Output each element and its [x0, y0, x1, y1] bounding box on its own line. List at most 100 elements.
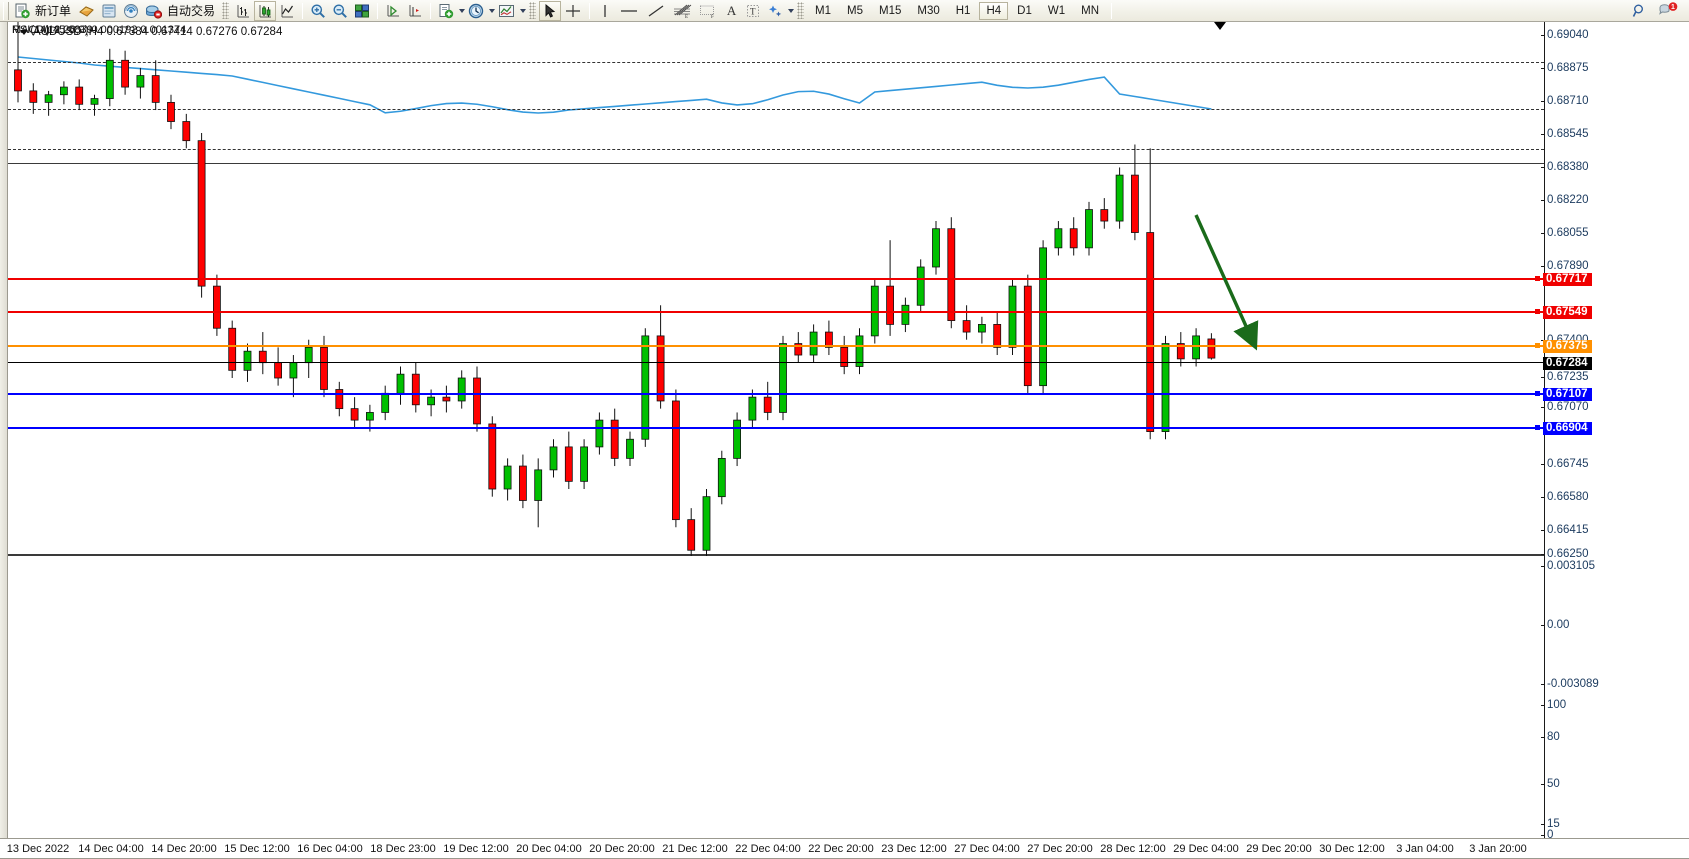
shapes-caret-icon[interactable]: [788, 8, 795, 13]
autotrade-label[interactable]: 自动交易: [167, 4, 216, 18]
add-indicator-caret-icon[interactable]: [459, 8, 466, 13]
rsi-tick: 50: [1541, 778, 1560, 790]
shapes-button[interactable]: [764, 1, 786, 21]
toolbar-section-grip-drawing[interactable]: [529, 2, 537, 19]
search-button[interactable]: [1629, 1, 1651, 21]
time-tick: 20 Dec 04:00: [516, 843, 582, 855]
fibonacci-button[interactable]: E: [669, 1, 695, 21]
pivot-level-label[interactable]: 0.67375: [1543, 340, 1592, 353]
price-scale[interactable]: 0.69040 0.68875 0.68710 0.68545 0.68380 …: [1540, 22, 1689, 841]
chart-symbol-ohlc: AUDUSD-,H4 0.67384 0.67414 0.67276 0.672…: [33, 26, 283, 38]
price-tick: 0.66580: [1541, 491, 1589, 503]
new-order-label[interactable]: 新订单: [35, 4, 72, 18]
zoom-in-button[interactable]: [307, 1, 329, 21]
add-indicator-button[interactable]: [435, 1, 457, 21]
fibonacci-icon: E: [674, 4, 692, 19]
auto-scroll-button[interactable]: [382, 1, 404, 21]
text-label-button[interactable]: A: [721, 1, 742, 21]
timeframe-h4[interactable]: H4: [979, 1, 1009, 20]
rsi-header: RSI(14) 45.0839: [12, 24, 93, 36]
line-chart-button[interactable]: [276, 1, 298, 21]
price-tick: 0.66415: [1541, 524, 1589, 536]
horizontal-line-button[interactable]: [615, 1, 643, 21]
templates-caret-icon[interactable]: [520, 8, 527, 13]
toolbar-section-grip-charttypes[interactable]: [222, 2, 230, 19]
resistance-level-label-2[interactable]: 0.67549: [1543, 306, 1592, 319]
templates-icon: [499, 4, 515, 17]
current-price-line: [8, 362, 1544, 363]
data-window-button[interactable]: [98, 1, 120, 21]
bearish-arrow-annotation[interactable]: [1178, 197, 1298, 357]
chart-menu-caret-icon[interactable]: [20, 29, 28, 35]
rsi-tick: 100: [1540, 699, 1567, 711]
resistance-line-2[interactable]: [8, 311, 1544, 313]
timeframe-mn[interactable]: MN: [1081, 4, 1099, 17]
main-toolbar: 新订单 自动交易: [0, 0, 1689, 22]
zoom-in-icon: [311, 4, 325, 18]
toolbar-grip[interactable]: [3, 1, 9, 20]
time-tick: 18 Dec 23:00: [370, 843, 436, 855]
time-tick: 14 Dec 04:00: [78, 843, 144, 855]
time-tick: 20 Dec 20:00: [589, 843, 655, 855]
period-button[interactable]: [465, 1, 487, 21]
time-tick: 14 Dec 20:00: [151, 843, 217, 855]
bar-chart-button[interactable]: [232, 1, 254, 21]
chart-left-rail[interactable]: [0, 22, 8, 838]
price-panel[interactable]: AUDUSD-,H4 0.67384 0.67414 0.67276 0.672…: [8, 22, 1544, 556]
timeframe-m1[interactable]: M1: [815, 4, 832, 17]
new-order-button[interactable]: [11, 1, 33, 21]
time-tick: 27 Dec 20:00: [1027, 843, 1093, 855]
support-level-label-1[interactable]: 0.67107: [1543, 388, 1592, 401]
price-tick: 0.69040: [1541, 29, 1589, 41]
support-line-1[interactable]: [8, 393, 1544, 395]
timeframe-h1[interactable]: H1: [955, 4, 971, 17]
signals-button[interactable]: [120, 1, 142, 21]
new-order-icon: [15, 3, 30, 18]
time-tick: 15 Dec 12:00: [224, 843, 290, 855]
time-tick: 16 Dec 04:00: [297, 843, 363, 855]
autotrade-button[interactable]: [142, 1, 165, 21]
rsi-midline: [8, 109, 1544, 110]
timeframe-m15[interactable]: M15: [879, 4, 902, 17]
crosshair-button[interactable]: [561, 1, 585, 21]
resistance-line-1[interactable]: [8, 278, 1544, 280]
rsi-tick: 80: [1541, 731, 1560, 743]
svg-text:E: E: [685, 15, 688, 19]
timeframe-m5[interactable]: M5: [847, 4, 863, 17]
expert-advisor-button[interactable]: [75, 1, 98, 21]
cursor-button[interactable]: [539, 0, 562, 21]
toolbar-section-grip-timeframes[interactable]: [797, 2, 805, 19]
support-level-label-2[interactable]: 0.66904: [1543, 422, 1592, 435]
expert-advisor-icon: [79, 5, 94, 17]
text-label-icon: A: [726, 2, 737, 18]
text-box-button[interactable]: T: [742, 1, 764, 21]
vertical-line-button[interactable]: [594, 1, 615, 21]
horizontal-line-icon: [621, 9, 638, 12]
candlestick-chart-button[interactable]: [254, 0, 277, 21]
pivot-line[interactable]: [8, 345, 1544, 347]
time-axis[interactable]: 13 Dec 2022 14 Dec 04:00 14 Dec 20:00 15 De…: [0, 838, 1689, 859]
support-line-2[interactable]: [8, 427, 1544, 429]
templates-button[interactable]: [495, 1, 518, 21]
trendline-button[interactable]: [643, 1, 669, 21]
equidistant-channel-button[interactable]: F: [695, 1, 721, 21]
zoom-out-button[interactable]: [329, 1, 351, 21]
timeframe-m30[interactable]: M30: [917, 4, 940, 17]
add-indicator-icon: [439, 3, 454, 18]
rsi-panel[interactable]: RSI(14) 45.0839: [8, 22, 1544, 164]
period-caret-icon[interactable]: [489, 8, 496, 13]
rsi-tick: 0: [1540, 829, 1554, 841]
timeframe-d1[interactable]: D1: [1017, 4, 1032, 17]
notifications-button[interactable]: 1: [1655, 1, 1681, 21]
timeframe-w1[interactable]: W1: [1047, 4, 1066, 17]
macd-header: MACD(12,26,9) 0.000192 0.001374: [12, 24, 187, 36]
current-price-label: 0.67284: [1543, 357, 1592, 370]
data-window-icon: [102, 4, 116, 17]
crosshair-icon: [566, 4, 581, 17]
svg-text:F: F: [711, 15, 714, 19]
chart-shift-button[interactable]: [404, 1, 426, 21]
resistance-level-label-1[interactable]: 0.67717: [1543, 273, 1592, 286]
notifications-icon: 1: [1659, 2, 1678, 15]
tile-windows-button[interactable]: [351, 1, 373, 21]
time-tick: 22 Dec 04:00: [735, 843, 801, 855]
